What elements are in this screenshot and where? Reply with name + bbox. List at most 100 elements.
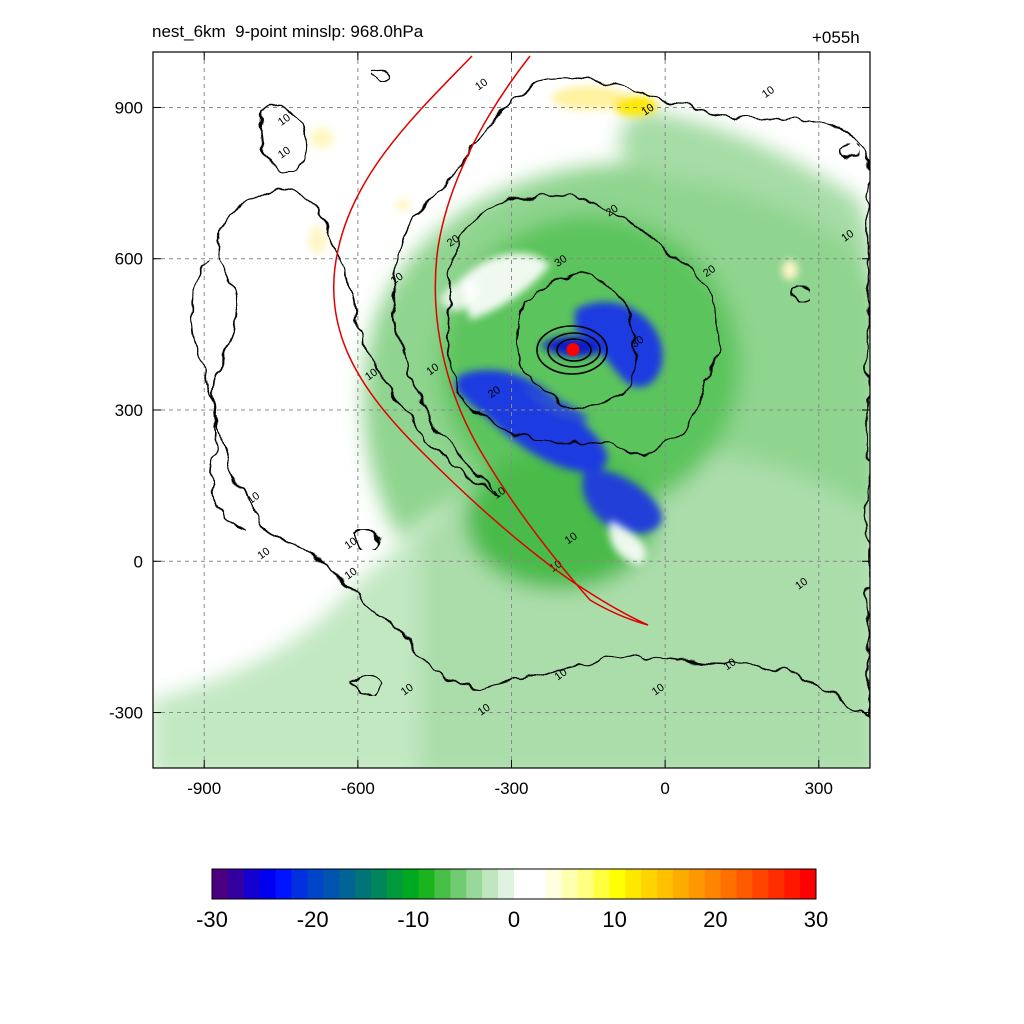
colorbar-tick-label: 30 <box>804 907 828 932</box>
colorbar-frame <box>211 868 817 900</box>
contour-label: 10 <box>563 530 580 547</box>
storm-center-marker <box>566 342 580 356</box>
colorbar-swatch <box>545 869 563 899</box>
colorbar-swatch <box>402 869 420 899</box>
contour-label: 20 <box>445 233 462 250</box>
contour-label: 30 <box>553 253 570 270</box>
colorbar-swatch <box>466 869 483 899</box>
forecast-hour-label: +055h <box>812 28 860 47</box>
colorbar-swatch <box>514 869 531 899</box>
colorbar-swatch <box>784 869 801 899</box>
x-tick-label: -300 <box>494 779 528 798</box>
contour-label: 20 <box>701 263 718 280</box>
colorbar-swatch <box>625 869 642 899</box>
colorbar-swatch <box>418 869 436 899</box>
colorbar-tick-label: -20 <box>297 907 329 932</box>
chart-title: nest_6km 9-point minslp: 968.0hPa <box>152 22 424 41</box>
colorbar-swatch <box>736 869 753 899</box>
contour-label: 10 <box>424 361 441 378</box>
colorbar-swatch <box>529 869 547 899</box>
contour-label: 10 <box>793 576 810 593</box>
colorbar-swatch <box>275 869 292 899</box>
contour-label: 10 <box>343 566 360 583</box>
cone-left-boundary <box>332 55 649 626</box>
colorbar-swatch <box>323 869 340 899</box>
colorbar-tick-label: 20 <box>703 907 727 932</box>
contour-10-small-1 <box>839 143 860 160</box>
colorbar-swatch <box>561 869 579 899</box>
track-cone <box>332 55 649 626</box>
colorbar-swatch <box>752 869 769 899</box>
colorbar-swatch <box>609 869 626 899</box>
colorbar-swatch <box>641 869 658 899</box>
colorbar-swatch <box>688 869 706 899</box>
contour-10-small-2 <box>789 285 810 302</box>
colorbar-swatch <box>593 869 610 899</box>
x-tick-label: -600 <box>341 779 375 798</box>
colorbar-swatch <box>227 869 245 899</box>
contour-label: 10 <box>553 666 570 683</box>
contour-label: 10 <box>363 366 380 383</box>
colorbar-swatch <box>243 869 261 899</box>
eyewall-ring-2 <box>547 332 601 368</box>
colorbar-swatch <box>498 869 515 899</box>
contour-label: 10 <box>276 144 293 161</box>
contour-10-left-edge <box>190 259 246 531</box>
contour-lines <box>190 68 869 722</box>
contour-10-small-5 <box>351 529 381 550</box>
colorbar-swatch <box>370 869 388 899</box>
colorbar-swatch <box>212 869 229 899</box>
contour-label: 10 <box>399 681 416 698</box>
cone-right-boundary <box>434 55 649 626</box>
contour-label: 10 <box>343 535 360 552</box>
colorbar: -30 -20 -10 0 10 20 30 <box>196 868 828 932</box>
contour-10-left-patch <box>259 106 307 172</box>
contour-label: 10 <box>640 102 657 119</box>
colorbar-tick-label: 10 <box>602 907 626 932</box>
colorbar-swatch <box>291 869 308 899</box>
contour-10-small-3 <box>348 675 383 696</box>
colorbar-swatch <box>482 869 499 899</box>
contour-label: 10 <box>476 702 493 719</box>
contour-label: 10 <box>276 112 293 129</box>
colorbar-swatch <box>720 869 738 899</box>
contour-10-outer <box>211 76 869 722</box>
contour-label: 10 <box>722 656 739 673</box>
axes: -900 -600 -300 0 300 -300 0 300 600 900 <box>109 52 870 798</box>
colorbar-swatch <box>577 869 594 899</box>
colorbar-tick-label: 0 <box>508 907 520 932</box>
contour-label: 10 <box>255 545 272 562</box>
colorbar-swatch <box>434 869 451 899</box>
y-tick-label: 0 <box>134 552 143 571</box>
contour-label: 10 <box>650 681 667 698</box>
y-tick-label: 600 <box>115 250 143 269</box>
colorbar-swatch <box>672 869 690 899</box>
x-tick-label: 300 <box>805 779 833 798</box>
eyewall-ring-1 <box>536 325 608 375</box>
contour-label: 10 <box>760 84 777 101</box>
contour-label: 20 <box>486 384 503 401</box>
colorbar-swatch <box>259 869 277 899</box>
contour-label: 20 <box>604 202 621 219</box>
contour-label: 10 <box>839 228 856 245</box>
contour-labels: 10 10 10 10 10 10 10 10 10 10 10 10 10 10 10 10 10 10 10 10… <box>245 76 856 718</box>
contour-label: 30 <box>629 334 646 351</box>
colorbar-swatch <box>657 869 674 899</box>
colorbar-tick-label: -10 <box>397 907 429 932</box>
y-tick-label: -300 <box>109 704 143 723</box>
y-tick-label: 900 <box>115 98 143 117</box>
colorbar-swatch <box>307 869 324 899</box>
colorbar-swatch <box>768 869 785 899</box>
colorbar-swatch <box>386 869 404 899</box>
colorbar-swatch <box>339 869 356 899</box>
x-tick-label: 0 <box>660 779 669 798</box>
y-tick-label: 300 <box>115 401 143 420</box>
contour-label: 10 <box>389 271 406 288</box>
colorbar-swatch <box>355 869 372 899</box>
contour-20 <box>447 194 720 455</box>
eyewall-ring-3 <box>556 338 592 362</box>
contour-10-small-4 <box>371 68 391 83</box>
contour-label: 10 <box>473 76 490 93</box>
colorbar-tick-label: -30 <box>196 907 228 932</box>
